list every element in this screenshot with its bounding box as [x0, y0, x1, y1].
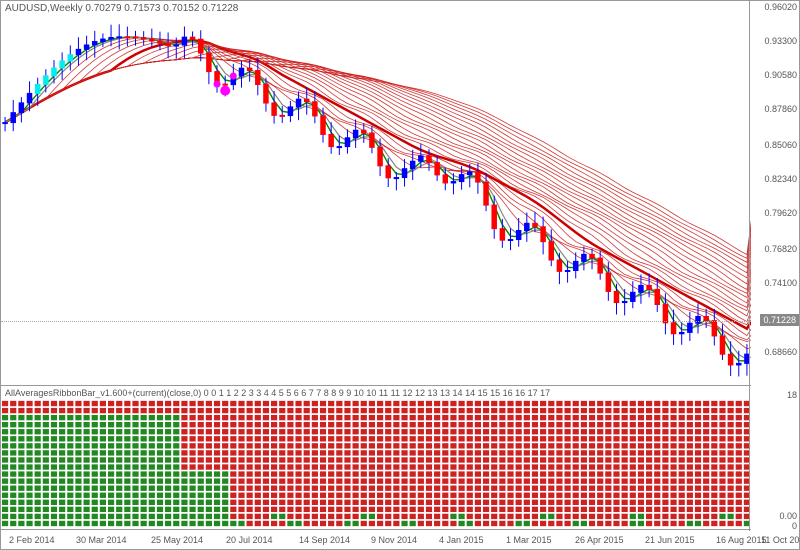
y-axis-price: 0.71228 0.96020 0.93300 0.90580 0.87860 0.85… — [749, 1, 799, 386]
x-axis-label: 21 Jun 2015 — [645, 535, 695, 545]
x-axis-label: 30 Mar 2014 — [76, 535, 127, 545]
y-axis-label: 0.82340 — [764, 174, 797, 184]
y-axis-label: 0.96020 — [764, 2, 797, 12]
x-axis-label: 26 Apr 2015 — [575, 535, 624, 545]
price-chart-svg — [1, 1, 751, 386]
main-price-panel[interactable]: AUDUSD,Weekly 0.70279 0.71573 0.70152 0.… — [1, 1, 751, 386]
x-axis-label: 16 Aug 2015 — [716, 535, 767, 545]
chart-title: AUDUSD,Weekly 0.70279 0.71573 0.70152 0.… — [5, 3, 238, 14]
y-axis-label: 0.74100 — [764, 278, 797, 288]
current-price-line — [1, 321, 751, 322]
x-axis-label: 1 Mar 2015 — [506, 535, 552, 545]
x-axis-label: 9 Nov 2014 — [371, 535, 417, 545]
x-axis-time: 2 Feb 2014 30 Mar 2014 25 May 2014 20 Jul 2… — [1, 529, 751, 549]
x-axis-label: 14 Sep 2014 — [299, 535, 350, 545]
ind-y-label: 0.00 — [779, 511, 797, 521]
x-axis-label: 2 Feb 2014 — [9, 535, 55, 545]
chart-container: AUDUSD,Weekly 0.70279 0.71573 0.70152 0.… — [0, 0, 800, 550]
ribbon-indicator-svg — [1, 386, 751, 531]
x-axis-label: 25 May 2014 — [151, 535, 203, 545]
ind-y-label: 0 — [792, 521, 797, 531]
x-axis-label: 20 Jul 2014 — [226, 535, 273, 545]
y-axis-label: 0.93300 — [764, 36, 797, 46]
x-axis-label: 11 Oct 2015 — [761, 535, 800, 545]
indicator-panel[interactable]: AllAveragesRibbonBar_v1.600+(current)(cl… — [1, 386, 751, 531]
indicator-title: AllAveragesRibbonBar_v1.600+(current)(cl… — [5, 388, 550, 398]
current-price-label: 0.71228 — [760, 314, 799, 326]
y-axis-label: 0.85060 — [764, 140, 797, 150]
ind-y-label: 18 — [787, 390, 797, 400]
y-axis-label: 0.90580 — [764, 70, 797, 80]
x-axis-label: 4 Jan 2015 — [439, 535, 484, 545]
y-axis-indicator: 18 0.000 — [749, 386, 799, 531]
y-axis-label: 0.79620 — [764, 208, 797, 218]
y-axis-label: 0.87860 — [764, 104, 797, 114]
y-axis-label: 0.68660 — [764, 347, 797, 357]
y-axis-label: 0.76820 — [764, 244, 797, 254]
